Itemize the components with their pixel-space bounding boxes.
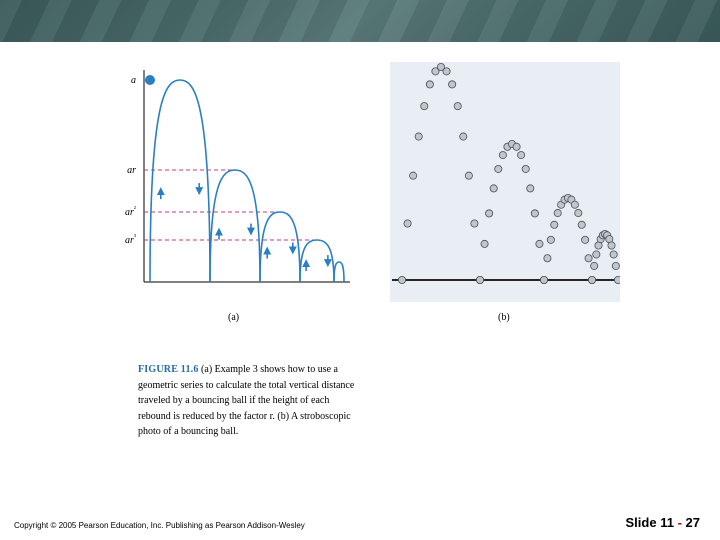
slide-page: 27 — [686, 515, 700, 530]
svg-text:ar²: ar² — [125, 205, 136, 218]
copyright-text: Copyright © 2005 Pearson Education, Inc.… — [14, 521, 305, 530]
bounce-graph: a ar ar² ar³ — [110, 62, 360, 302]
svg-text:ar³: ar³ — [125, 233, 136, 246]
slide-prefix: Slide — [626, 515, 661, 530]
svg-text:ar: ar — [127, 165, 136, 176]
header-bar — [0, 0, 720, 42]
panel-a: a ar ar² ar³ — [110, 62, 360, 302]
strobe-photo — [390, 62, 620, 302]
figure-11-6: a ar ar² ar³ (a) (b) — [110, 62, 630, 342]
slide-number: Slide 11 - 27 — [626, 515, 701, 530]
panel-a-label: (a) — [228, 312, 239, 323]
figure-label: FIGURE 11.6 — [138, 364, 199, 375]
slide-root: a ar ar² ar³ (a) (b) FIGURE 11.6 (a) Exampl… — [0, 0, 720, 540]
panel-b — [390, 62, 620, 302]
slide-chapter: 11 — [660, 515, 674, 530]
slide-dash: - — [678, 515, 682, 530]
figure-caption: FIGURE 11.6 (a) Example 3 shows how to u… — [138, 362, 358, 440]
svg-text:a: a — [131, 75, 136, 86]
panel-b-label: (b) — [498, 312, 510, 323]
